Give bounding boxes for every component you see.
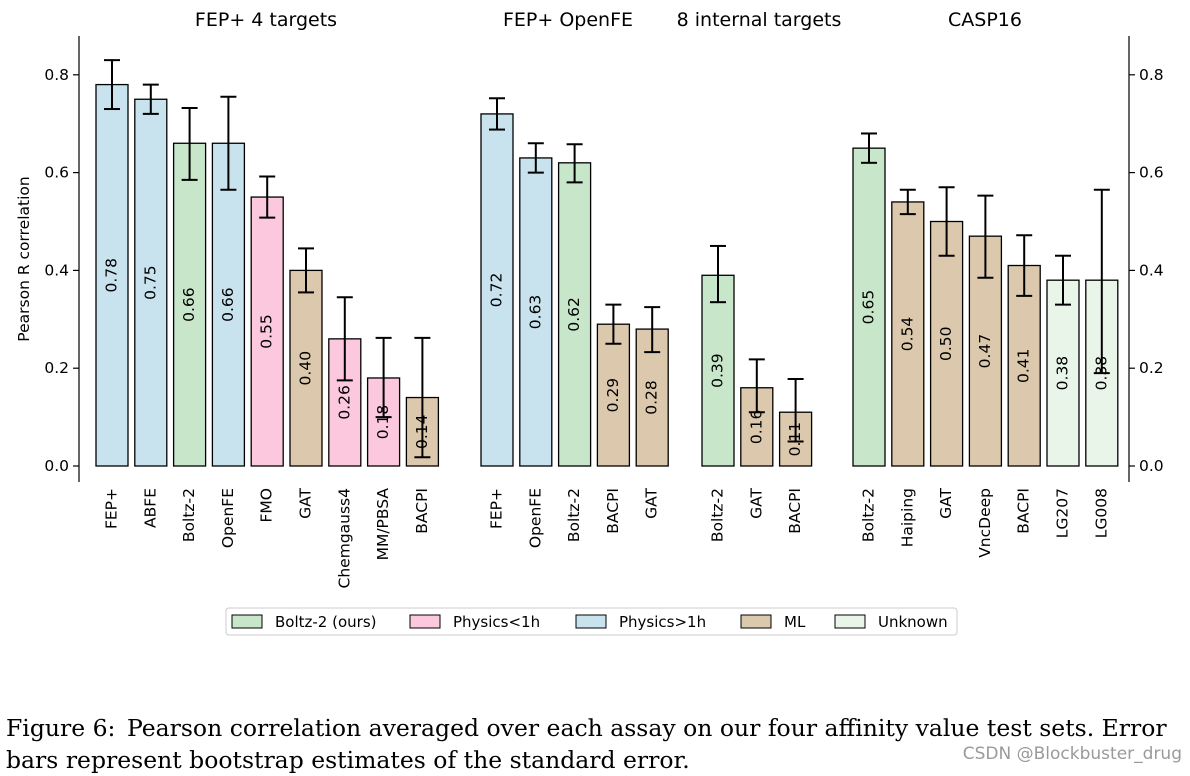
- legend-label: Unknown: [878, 613, 948, 631]
- legend-swatch: [575, 614, 607, 629]
- bar-value-label: 0.38: [1054, 356, 1072, 391]
- bar-value-label: 0.41: [1015, 348, 1033, 383]
- x-tick-label: Boltz-2: [565, 488, 583, 542]
- bar-value-label: 0.62: [565, 297, 583, 332]
- x-tick-label: BACPI: [786, 488, 804, 534]
- x-tick-label: OpenFE: [219, 488, 237, 548]
- bar: [95, 83, 129, 467]
- bar: [701, 274, 735, 467]
- legend-label: Physics<1h: [453, 613, 540, 631]
- y-tick-label-right: 0.2: [1139, 359, 1164, 377]
- x-tick-label: FEP+: [103, 488, 121, 529]
- y-tick-label-right: 0.8: [1139, 66, 1164, 84]
- chart-svg: 0.0 0.0 0.2 0.2 0.4 0.4 0.6 0.6 0.8 0.8 Pearson R …: [15, 9, 1164, 636]
- caption-text: Pearson correlation averaged over each a…: [6, 714, 1167, 774]
- y-tick-label-left: 0.6: [44, 164, 69, 182]
- x-tick-label: GAT: [747, 487, 765, 518]
- bar: [480, 113, 514, 467]
- bar-value-label: 0.78: [103, 258, 121, 293]
- legend-swatch: [740, 614, 772, 629]
- bar-value-label: 0.55: [258, 314, 276, 349]
- bar-value-label: 0.47: [976, 334, 994, 369]
- x-tick-label: LG207: [1054, 488, 1072, 538]
- legend-swatch: [409, 614, 441, 629]
- x-tick-label: ABFE: [141, 488, 159, 528]
- bar-value-label: 0.66: [180, 287, 198, 322]
- y-tick-label-right: 0.0: [1139, 457, 1164, 475]
- bar-value-label: 0.26: [335, 385, 353, 420]
- bar-value-label: 0.16: [747, 410, 765, 445]
- x-tick-label: BACPI: [604, 488, 622, 534]
- chart: 0.0 0.0 0.2 0.2 0.4 0.4 0.6 0.6 0.8 0.8 Pearson R …: [15, 9, 1164, 636]
- x-tick-label: FEP+: [488, 488, 506, 529]
- x-tick-label: Boltz-2: [180, 488, 198, 542]
- x-tick-label: GAT: [643, 487, 661, 518]
- y-tick-label-left: 0.8: [44, 66, 69, 84]
- legend-label: Physics>1h: [619, 613, 706, 631]
- bar: [596, 323, 631, 467]
- figure-caption: Figure 6: Pearson correlation averaged o…: [6, 712, 1186, 776]
- bar-value-label: 0.50: [937, 326, 955, 361]
- x-tick-label: MM/PBSA: [374, 488, 392, 561]
- bar-value-label: 0.54: [898, 317, 916, 352]
- legend-swatch: [231, 614, 263, 629]
- bar-value-label: 0.40: [297, 351, 315, 386]
- bar-value-label: 0.72: [488, 273, 506, 308]
- bar: [852, 147, 886, 467]
- bar: [557, 162, 592, 467]
- bar: [929, 220, 964, 467]
- group-title: 8 internal targets: [677, 9, 842, 31]
- y-tick-label-left: 0.2: [44, 359, 69, 377]
- bar-value-label: 0.29: [604, 378, 622, 413]
- watermark: CSDN @Blockbuster_drug: [962, 744, 1182, 764]
- bar-value-label: 0.28: [643, 380, 661, 415]
- bar: [519, 157, 553, 467]
- bar: [289, 269, 323, 467]
- bar-value-label: 0.63: [526, 295, 544, 330]
- y-axis-label: Pearson R correlation: [15, 176, 33, 341]
- legend-label: ML: [784, 613, 806, 631]
- bar-value-label: 0.39: [709, 353, 727, 388]
- group-title: CASP16: [948, 9, 1022, 31]
- x-tick-label: LG008: [1092, 488, 1110, 538]
- bar-value-label: 0.18: [374, 405, 392, 440]
- x-tick-label: BACPI: [1015, 488, 1033, 534]
- x-tick-label: GAT: [297, 487, 315, 518]
- x-tick-label: Chemgauss4: [335, 488, 353, 588]
- y-tick-label-right: 0.6: [1139, 164, 1164, 182]
- y-tick-label-left: 0.4: [44, 261, 69, 279]
- bar: [1007, 264, 1041, 467]
- bar-value-label: 0.65: [860, 290, 878, 325]
- bar: [134, 98, 168, 467]
- y-tick-label-left: 0.0: [44, 457, 69, 475]
- group-title: FEP+ 4 targets: [195, 9, 337, 31]
- x-tick-label: BACPI: [413, 488, 431, 534]
- x-tick-label: Boltz-2: [709, 488, 727, 542]
- bar: [891, 201, 925, 467]
- legend-label: Boltz-2 (ours): [275, 613, 376, 631]
- bar-value-label: 0.66: [219, 287, 237, 322]
- bar-value-label: 0.75: [141, 265, 159, 300]
- legend-swatch: [834, 614, 866, 629]
- x-tick-label: FMO: [258, 488, 276, 523]
- x-tick-label: VncDeep: [976, 488, 994, 558]
- caption-label: Figure 6:: [6, 714, 116, 742]
- group-title: FEP+ OpenFE: [503, 9, 633, 31]
- x-tick-label: Haiping: [898, 488, 916, 547]
- x-tick-label: GAT: [937, 487, 955, 518]
- x-tick-label: OpenFE: [526, 488, 544, 548]
- x-tick-label: Boltz-2: [860, 488, 878, 542]
- y-tick-label-right: 0.4: [1139, 261, 1164, 279]
